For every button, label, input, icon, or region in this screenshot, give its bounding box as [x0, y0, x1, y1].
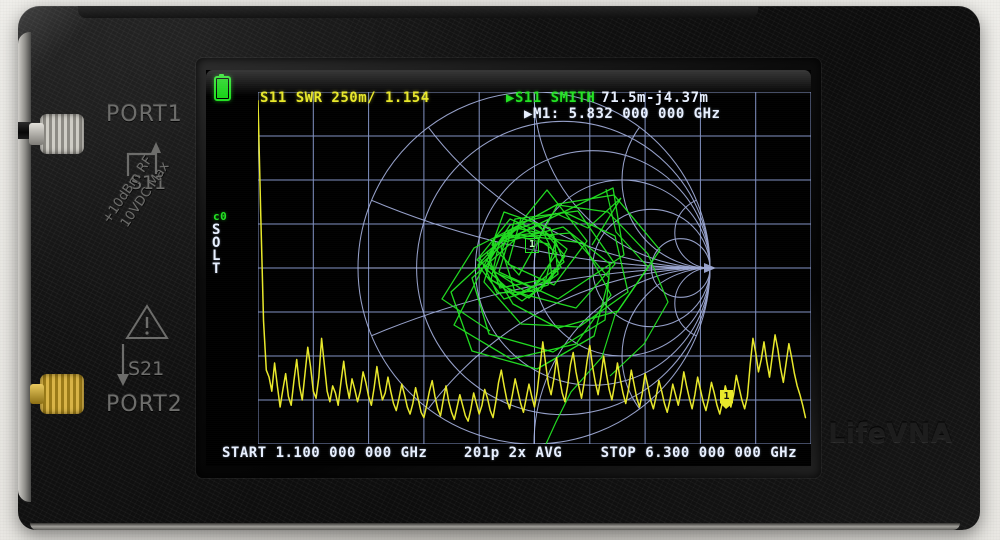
swr-marker-1[interactable]: 1: [720, 390, 733, 409]
swr-trace: [258, 100, 807, 422]
case-bottom-chamfer: [30, 523, 960, 530]
silkscreen-s11-label: S11: [130, 172, 167, 194]
vna-device-body: PORT1 PORT2 S11 S21 +10dBm RF 10VDC Max …: [18, 6, 980, 530]
smith-marker-1[interactable]: 1: [525, 238, 539, 253]
trace2-active-marker-glyph: ▶: [506, 90, 515, 106]
brand-logo: LifeVNA: [828, 418, 953, 449]
start-frequency-label[interactable]: START 1.100 000 000 GHz: [222, 445, 428, 461]
smith-trace: [450, 187, 661, 370]
averaging-label: 2x AVG: [508, 445, 563, 461]
cal-letter-s: S: [212, 222, 221, 238]
silkscreen-port2-label: PORT2: [106, 392, 183, 417]
lcd-screen[interactable]: c0 S O L T S11 SWR 250m/ 1.154 ▶S11 SMIT…: [206, 70, 811, 466]
plot-area[interactable]: 1 1: [258, 92, 811, 444]
graticule-and-traces: [258, 92, 811, 444]
silkscreen-port1-label: PORT1: [106, 102, 183, 127]
s21-transmission-arrow-icon: [117, 344, 129, 386]
silkscreen-s21-label: S21: [128, 358, 165, 380]
trace2-value: 71.5m-j4.37m: [601, 90, 709, 106]
smith-trace-excursions: [441, 188, 669, 444]
marker-frequency: 5.832 000 000 GHz: [568, 106, 721, 122]
case-top-notch: [78, 6, 758, 18]
sma-connector-port1[interactable]: [29, 114, 84, 154]
cal-letter-l: L: [212, 248, 221, 264]
sweep-points-label: 201p: [464, 445, 500, 461]
marker-readout[interactable]: ▶M1: 5.832 000 000 GHz: [524, 106, 720, 122]
channel-label: c0: [213, 210, 228, 223]
trace2-header[interactable]: ▶S11 SMITH 71.5m-j4.37m: [506, 90, 708, 106]
warning-triangle-icon: [125, 304, 169, 339]
calibration-status-label: S O L T: [212, 222, 221, 277]
sweep-status-bar: START 1.100 000 000 GHz 201p 2x AVG STOP…: [206, 442, 811, 464]
s11-reflection-arrow-icon: [126, 142, 161, 176]
marker-label: M1:: [532, 106, 560, 122]
sma-connector-port2[interactable]: [30, 374, 84, 414]
stop-frequency-label[interactable]: STOP 6.300 000 000 GHz: [600, 445, 797, 461]
trace2-label: S11 SMITH: [514, 90, 596, 106]
sweep-config-label[interactable]: 201p 2x AVG: [464, 445, 562, 461]
cal-letter-o: O: [212, 235, 221, 251]
smith-chart-graticule: [357, 92, 716, 444]
lcd-bezel: c0 S O L T S11 SWR 250m/ 1.154 ▶S11 SMIT…: [196, 58, 821, 478]
trace1-header[interactable]: S11 SWR 250m/ 1.154: [260, 90, 430, 106]
case-left-chamfer: [18, 32, 31, 502]
marker-glyph: ▶: [524, 106, 533, 122]
cal-letter-t: T: [212, 261, 221, 277]
battery-icon: [214, 74, 231, 101]
